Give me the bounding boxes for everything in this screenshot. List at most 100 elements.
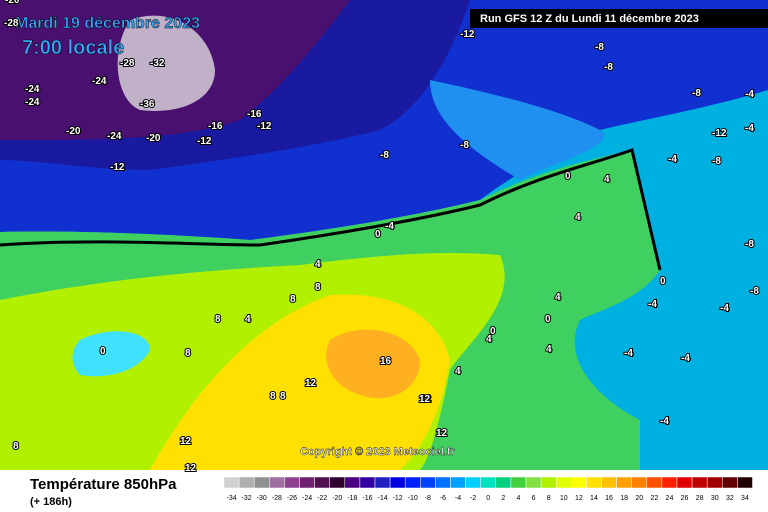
- legend-swatch: [525, 476, 542, 489]
- legend-swatch: [495, 476, 512, 489]
- contour-label: 4: [245, 314, 251, 325]
- legend-tick-label: 32: [726, 495, 734, 502]
- contour-label: -4: [745, 89, 754, 100]
- contour-label: -24: [25, 97, 40, 108]
- legend-tick-label: -4: [455, 495, 461, 502]
- contour-label: -4: [385, 221, 394, 232]
- legend-swatch: [314, 476, 330, 489]
- legend-swatch: [223, 476, 240, 489]
- contour-label: -24: [107, 131, 122, 142]
- legend-tick-label: -8: [425, 495, 431, 502]
- legend-subtitle: (+ 186h): [30, 496, 72, 508]
- legend-tick-label: -20: [332, 495, 342, 502]
- contour-label: -12: [257, 121, 272, 132]
- legend-tick-label: 22: [650, 495, 658, 502]
- legend-tick-label: -32: [242, 495, 252, 502]
- legend-tick-label: 34: [741, 495, 749, 502]
- contour-label: -36: [140, 99, 155, 110]
- legend-swatch: [374, 476, 391, 489]
- run-info: Run GFS 12 Z du Lundi 11 décembre 2023: [480, 13, 699, 25]
- contour-label: -4: [668, 154, 677, 165]
- legend-tick-label: 16: [605, 495, 613, 502]
- contour-label: -8: [460, 140, 469, 151]
- contour-label: -20: [146, 133, 161, 144]
- contour-label: -8: [380, 150, 389, 161]
- contour-label: 12: [180, 436, 192, 447]
- legend-title: Température 850hPa: [30, 476, 177, 493]
- contour-label: 16: [380, 356, 392, 367]
- contour-label: 4: [486, 334, 492, 345]
- legend-tick-label: 6: [532, 495, 536, 502]
- contour-label: -8: [745, 239, 754, 250]
- legend-tick-label: -24: [302, 495, 312, 502]
- contour-label: -16: [208, 121, 223, 132]
- contour-label: 8: [13, 441, 19, 452]
- contour-label: 8: [315, 282, 321, 293]
- legend-swatch: [571, 476, 587, 489]
- zero-isotherm: [0, 148, 662, 271]
- legend-tick-label: -18: [347, 495, 357, 502]
- contour-label: -8: [604, 62, 613, 73]
- legend-tick-label: 18: [620, 495, 628, 502]
- legend-swatch: [450, 476, 466, 489]
- legend-tick-label: 26: [681, 495, 689, 502]
- contour-label: -20: [66, 126, 81, 137]
- date: Mardi 19 décembre 2023: [15, 15, 200, 32]
- legend-tick-label: -34: [226, 495, 236, 502]
- contour-label: -4: [745, 123, 754, 134]
- contour-label: -12: [197, 136, 212, 147]
- legend-swatch: [299, 476, 315, 489]
- legend-tick-label: -10: [408, 495, 418, 502]
- contour-label: -28: [120, 58, 135, 69]
- contour-label: 4: [604, 174, 610, 185]
- legend-swatch: [389, 476, 406, 489]
- contour-label: -24: [92, 76, 107, 87]
- legend-tick-label: -6: [440, 495, 446, 502]
- contour-label: 8: [215, 314, 221, 325]
- legend-swatch: [555, 476, 572, 489]
- legend-swatch: [480, 476, 497, 489]
- legend-swatch: [404, 476, 421, 489]
- contour-label: 4: [575, 212, 581, 223]
- contour-label: 8: [270, 391, 276, 402]
- legend-swatch: [284, 476, 300, 489]
- legend-tick-label: 20: [635, 495, 643, 502]
- contour-label: -12: [460, 29, 475, 40]
- legend-swatch: [359, 476, 376, 489]
- contour-label: 4: [546, 344, 552, 355]
- legend-swatch: [737, 476, 753, 489]
- contour-label: -28: [4, 18, 19, 29]
- time: 7:00 locale: [22, 37, 124, 59]
- legend-swatch: [238, 476, 255, 489]
- contour-label: 12: [420, 394, 432, 405]
- legend-tick-label: 24: [666, 495, 674, 502]
- contour-label: 0: [660, 276, 666, 287]
- legend-tick-label: 8: [547, 495, 551, 502]
- contour-label: 0: [545, 314, 551, 325]
- contour-label: -4: [660, 416, 669, 427]
- scandinavia-zone: [430, 80, 604, 180]
- legend-swatch: [722, 476, 738, 489]
- coldest-zone: [117, 15, 215, 111]
- legend-swatch: [344, 476, 361, 489]
- legend-swatch: [631, 476, 648, 489]
- copyright: Copyright © 2023 Meteociel.fr: [300, 446, 456, 458]
- run-bg: [470, 9, 768, 28]
- legend-tick-label: -2: [470, 495, 476, 502]
- legend-swatch: [646, 476, 663, 489]
- contour-label: -16: [247, 109, 262, 120]
- legend-swatch: [465, 476, 481, 489]
- legend-tick-label: -26: [287, 495, 297, 502]
- warmest-zone: [326, 329, 420, 399]
- legend-tick-label: 28: [696, 495, 704, 502]
- legend-tick-label: 0: [486, 495, 490, 502]
- contour-label: 0: [100, 346, 106, 357]
- contour-label: -20: [5, 0, 20, 6]
- legend-tick-label: -22: [317, 495, 327, 502]
- legend-swatch: [616, 476, 632, 489]
- contour-label: 12: [419, 394, 431, 405]
- contour-label: -8: [712, 156, 721, 167]
- contour-label: -4: [681, 353, 690, 364]
